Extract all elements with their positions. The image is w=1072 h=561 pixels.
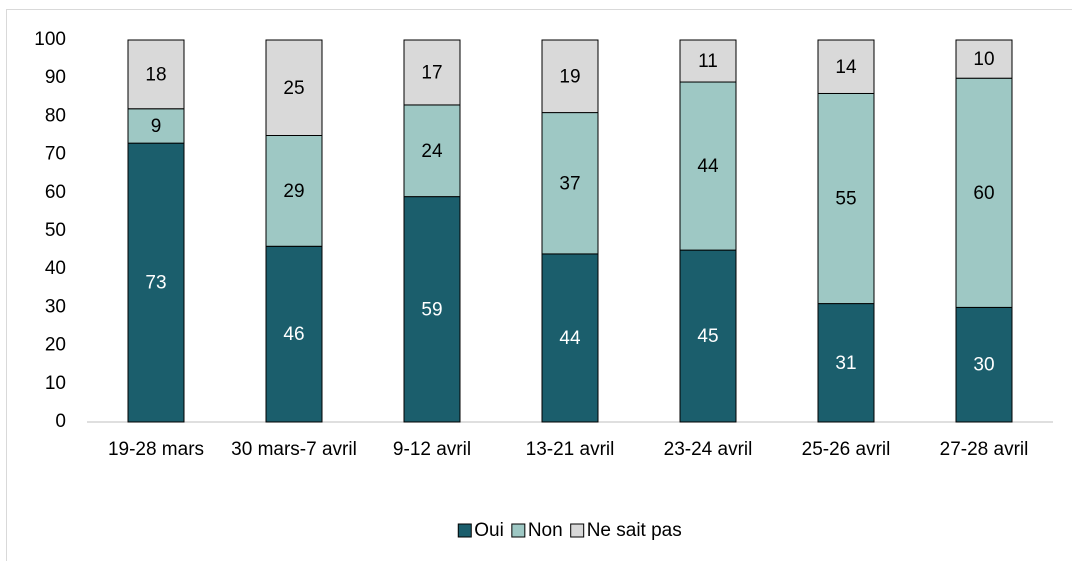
bar-segment [541,112,599,255]
y-tick-label: 30 [45,296,66,317]
y-tick-label: 40 [45,258,66,279]
y-tick-label: 60 [45,182,66,203]
bar-segment [127,108,185,144]
legend-swatch [570,523,585,538]
x-tick-label: 19-28 mars [108,439,204,460]
data-label: 59 [421,299,442,320]
data-label: 19 [559,66,580,87]
bar-segment [541,39,599,114]
data-label: 17 [421,62,442,83]
y-tick-label: 100 [34,29,66,50]
data-label: 11 [698,51,718,72]
bar-segment [403,196,461,423]
y-tick-label: 20 [45,335,66,356]
legend: Oui Non Ne sait pas [457,520,682,541]
data-label: 24 [421,141,443,162]
bar-segment [817,92,875,305]
x-tick-label: 13-21 avril [526,439,615,460]
y-tick-label: 50 [45,220,66,241]
x-tick-label: 27-28 avril [940,439,1029,460]
data-label: 31 [835,353,856,374]
bar-segment [679,249,737,423]
legend-label: Oui [474,520,504,541]
data-label: 37 [559,173,580,194]
bar-segment [955,77,1013,308]
data-label: 44 [559,328,581,349]
y-tick-label: 70 [45,144,66,165]
chart-frame [6,9,1072,561]
y-tick-label: 90 [45,67,66,88]
legend-label: Ne sait pas [587,520,682,541]
legend-swatch [457,523,472,538]
y-tick-label: 10 [45,373,66,394]
bar-segment [265,245,323,423]
bar-segment [817,303,875,423]
data-label: 46 [283,324,304,345]
x-tick-label: 25-26 avril [802,439,891,460]
x-tick-label: 9-12 avril [393,439,471,460]
bar-segment [955,39,1013,79]
bar-segment [541,253,599,423]
bar-segment [679,39,737,83]
data-label: 29 [283,181,304,202]
data-label: 73 [145,273,166,294]
data-label: 25 [283,78,304,99]
legend-label: Non [528,520,563,541]
data-label: 18 [145,64,166,85]
data-label: 10 [973,49,994,70]
data-label: 60 [973,183,994,204]
bar-segment [679,81,737,251]
data-label: 14 [835,57,857,78]
data-label: 9 [151,116,162,137]
data-label: 30 [973,355,994,376]
data-label: 55 [835,189,856,210]
bar-segment [403,104,461,198]
bar-segment [265,39,323,136]
y-tick-label: 80 [45,105,66,126]
y-tick-label: 0 [55,411,66,432]
data-label: 45 [697,326,718,347]
bar-segment [403,39,461,106]
bar-segment [127,39,185,110]
bar-segment [127,142,185,423]
data-label: 44 [697,156,719,177]
bar-segment [817,39,875,94]
legend-swatch [511,523,526,538]
x-tick-label: 30 mars-7 avril [231,439,357,460]
x-tick-label: 23-24 avril [664,439,753,460]
